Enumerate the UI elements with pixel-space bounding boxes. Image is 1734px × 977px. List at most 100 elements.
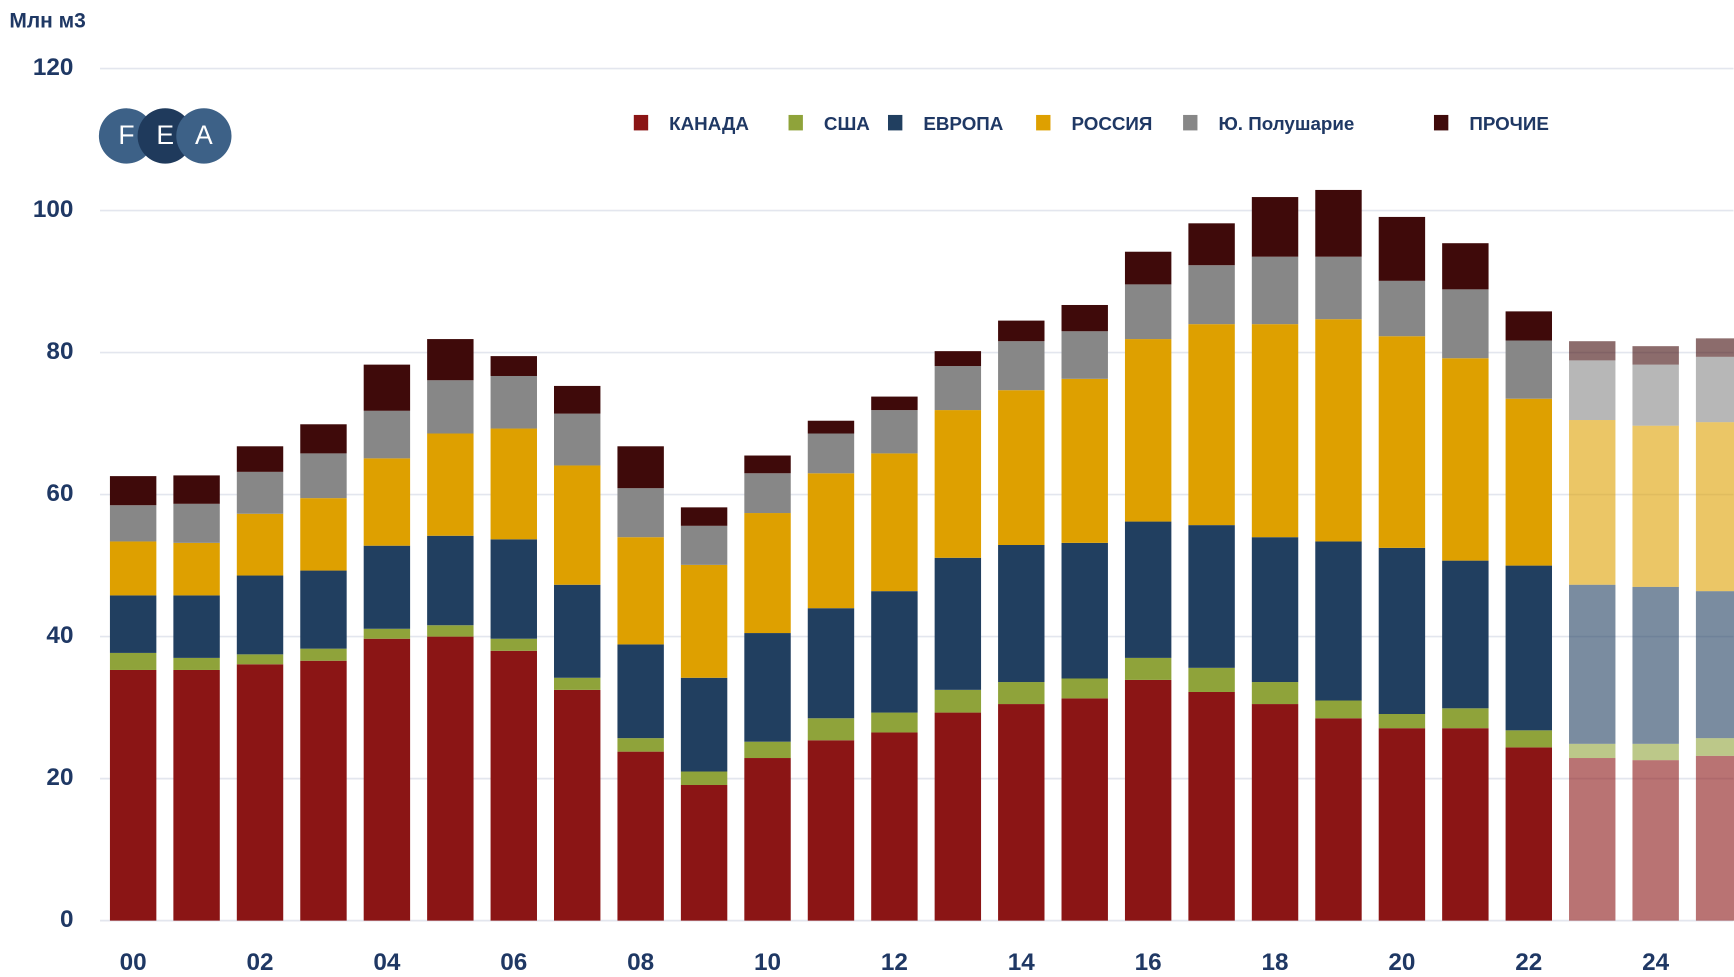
bar-segment <box>1569 758 1616 921</box>
bar-segment <box>1695 738 1734 756</box>
bar-segment <box>427 433 474 536</box>
bar-segment <box>680 564 728 678</box>
bar-segment <box>1251 682 1299 705</box>
bar-segment <box>173 542 220 596</box>
bar-segment <box>554 689 601 921</box>
bar-segment <box>490 356 537 376</box>
bar-segment <box>1251 537 1299 683</box>
bar-segment <box>236 446 284 472</box>
bar-segment <box>871 410 918 454</box>
bar-segment <box>1632 586 1679 744</box>
bar-segment <box>1569 420 1616 585</box>
bar-segment <box>1505 730 1553 748</box>
legend-label: РОССИЯ <box>1071 113 1152 134</box>
y-tick-label: 40 <box>46 622 73 649</box>
x-tick-label: 18 <box>1262 949 1289 976</box>
bar-segment <box>617 537 664 645</box>
bar-segment <box>617 644 664 739</box>
bar-segment <box>490 539 537 639</box>
bar-segment <box>1378 336 1426 548</box>
bar-segment <box>1061 331 1108 379</box>
bar-segment <box>744 633 791 742</box>
bar-segment <box>554 465 601 585</box>
bar-segment <box>1442 358 1489 561</box>
bar-segment <box>300 648 347 661</box>
legend-label: США <box>824 113 870 134</box>
bar-segment <box>1378 216 1426 281</box>
bar-segment <box>1188 667 1235 692</box>
logo-circle <box>176 108 232 164</box>
bar-segment <box>300 424 347 454</box>
bar-segment <box>173 503 220 543</box>
bar-segment <box>744 473 791 514</box>
bar-segment <box>1188 265 1235 325</box>
bar-segment <box>1695 338 1734 357</box>
bar-segment <box>236 471 284 514</box>
bar-segment <box>554 385 601 414</box>
bar-segment <box>1632 760 1679 921</box>
bar-segment <box>1378 713 1426 729</box>
bar-segment <box>1442 728 1489 921</box>
bar-segment <box>1124 251 1172 285</box>
logo: F E A <box>98 108 232 164</box>
bar-segment <box>744 513 791 634</box>
bar-segment <box>871 591 918 713</box>
bar-segment <box>490 428 537 540</box>
y-tick-label: 20 <box>46 764 73 791</box>
y-tick-label: 120 <box>33 54 74 81</box>
bar-segment <box>998 390 1045 545</box>
x-tick-label: 02 <box>247 949 274 976</box>
y-tick-label: 100 <box>33 196 74 223</box>
bar-segment <box>554 584 601 678</box>
bar-segment <box>1124 657 1172 680</box>
bar-segment <box>1569 584 1616 744</box>
bar-segment <box>173 475 220 504</box>
bar-segment <box>807 420 855 434</box>
bar-segment <box>1378 728 1426 921</box>
bar-segment <box>871 712 918 733</box>
bar-segment <box>617 446 664 489</box>
bar-segment <box>998 704 1045 921</box>
bar-segment <box>934 557 982 690</box>
bar-segment <box>1061 542 1108 679</box>
bar-segment <box>934 689 982 713</box>
bar-segment <box>427 636 474 921</box>
bar-segment <box>1569 743 1616 759</box>
bar-segment <box>427 380 474 434</box>
x-tick-label: 04 <box>373 949 401 976</box>
bar-segment <box>490 638 537 651</box>
logo-letter: F <box>118 120 134 150</box>
bar-segment <box>1315 718 1362 921</box>
bar-segment <box>109 505 157 542</box>
bar-segment <box>109 595 157 653</box>
bar-segment <box>490 375 537 429</box>
logo-letter: E <box>156 120 174 150</box>
bar-segment <box>1505 340 1553 399</box>
bar-segment <box>1442 708 1489 729</box>
bar-segment <box>1632 743 1679 761</box>
bar-segment <box>109 476 157 506</box>
bar-segment <box>998 682 1045 705</box>
bar-segment <box>1188 223 1235 266</box>
bar-segment <box>427 535 474 626</box>
bar-segment <box>1695 755 1734 921</box>
bar-segment <box>554 677 601 690</box>
bar-segment <box>1251 704 1299 921</box>
logo-circle <box>137 108 193 164</box>
x-tick-label: 24 <box>1642 949 1670 976</box>
bar-segment <box>617 751 664 921</box>
bar-segment <box>236 513 284 576</box>
bar-segment <box>1251 197 1299 257</box>
bar-segment <box>998 544 1045 683</box>
bar-segment <box>109 669 157 921</box>
bar-segment <box>1505 311 1553 341</box>
y-axis-label: Млн м3 <box>9 10 86 33</box>
x-tick-label: 00 <box>120 949 147 976</box>
bar-segment <box>1442 289 1489 359</box>
bar-segment <box>934 351 982 367</box>
bar-segment <box>236 654 284 665</box>
bar-segment <box>1061 304 1108 332</box>
bar-segment <box>554 413 601 466</box>
bar-segment <box>1632 364 1679 426</box>
bar-segment <box>1124 339 1172 522</box>
